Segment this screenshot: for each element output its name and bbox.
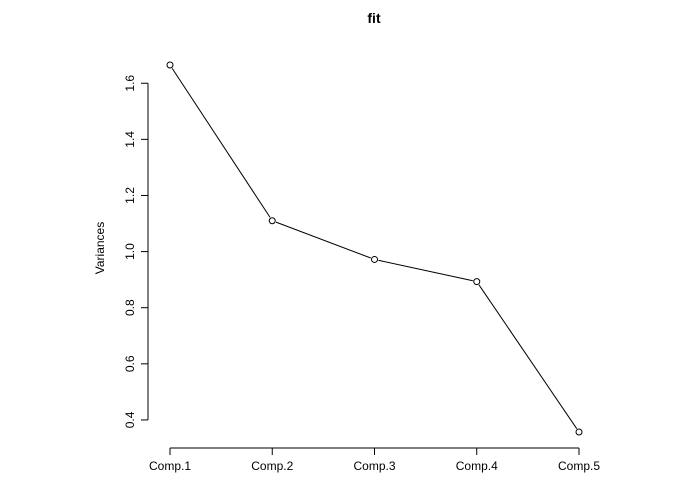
- series-segment: [275, 221, 371, 259]
- y-axis-label: Variances: [93, 222, 107, 274]
- x-tick-label: Comp.2: [251, 459, 293, 473]
- chart-title: fit: [367, 10, 381, 26]
- y-tick-label: 1.2: [123, 187, 137, 204]
- y-axis: 0.4 0.6 0.8 1.0 1.2 1.4 1.6: [123, 75, 149, 428]
- y-tick-label: 1.6: [123, 75, 137, 92]
- y-tick-label: 1.4: [123, 131, 137, 148]
- series-segment: [478, 284, 578, 429]
- data-point: [268, 217, 276, 225]
- x-tick-label: Comp.3: [353, 459, 395, 473]
- y-tick-label: 1.0: [123, 243, 137, 260]
- y-tick-label: 0.4: [123, 411, 137, 428]
- y-tick-label: 0.6: [123, 355, 137, 372]
- y-tick-label: 0.8: [123, 299, 137, 316]
- series-segment: [378, 259, 473, 282]
- series-segment: [171, 68, 271, 218]
- x-tick-label: Comp.4: [456, 459, 498, 473]
- x-tick-label: Comp.5: [558, 459, 600, 473]
- data-point: [575, 428, 583, 436]
- data-point: [166, 61, 174, 69]
- x-tick-label: Comp.1: [149, 459, 191, 473]
- data-point: [371, 255, 378, 263]
- data-point: [473, 278, 481, 286]
- series-variances: [166, 61, 583, 436]
- x-axis: Comp.1 Comp.2 Comp.3 Comp.4 Comp.5: [149, 447, 600, 473]
